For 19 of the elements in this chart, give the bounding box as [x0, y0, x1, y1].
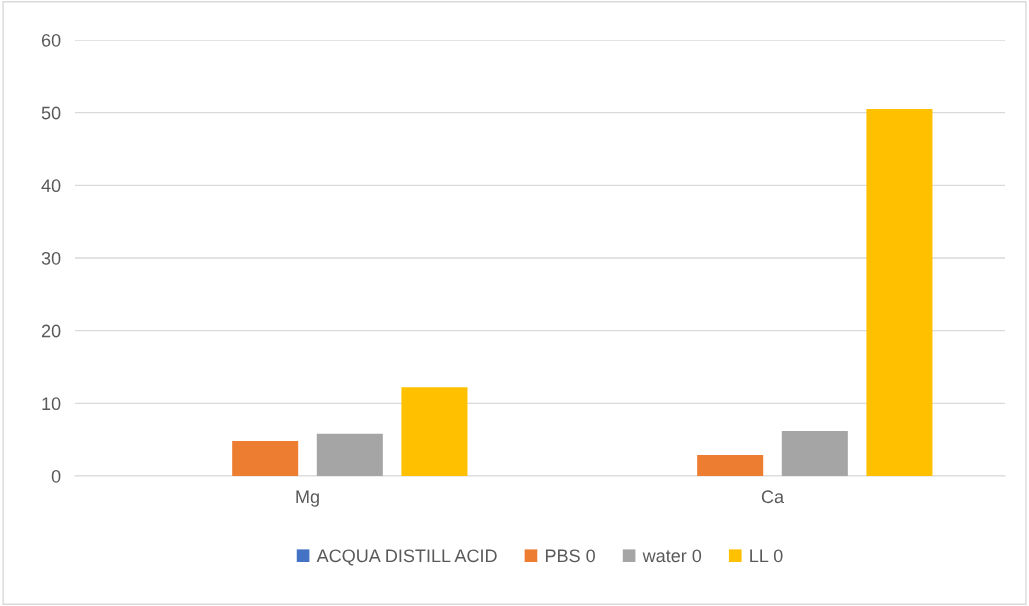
y-tick-label: 60 — [41, 33, 61, 47]
x-tick-label: Ca — [761, 490, 785, 504]
y-tick-label: 50 — [41, 106, 61, 120]
bar — [401, 387, 468, 476]
y-tick-label: 20 — [41, 324, 61, 338]
y-tick-label: 0 — [51, 469, 61, 483]
y-tick-label: 10 — [42, 397, 61, 411]
x-tick-label: Mg — [296, 490, 319, 507]
bar — [697, 454, 764, 476]
y-tick-label: 30 — [41, 251, 61, 265]
bar — [866, 109, 933, 476]
legend-label: PBS 0 — [545, 549, 595, 563]
y-tick-label: 40 — [41, 179, 61, 193]
bar — [781, 430, 848, 476]
legend-label: LL 0 — [750, 549, 783, 563]
bar — [232, 441, 299, 476]
legend-label: water 0 — [642, 549, 702, 563]
legend-label: ACQUA DISTILL ACID — [316, 549, 497, 566]
bar — [316, 433, 383, 476]
